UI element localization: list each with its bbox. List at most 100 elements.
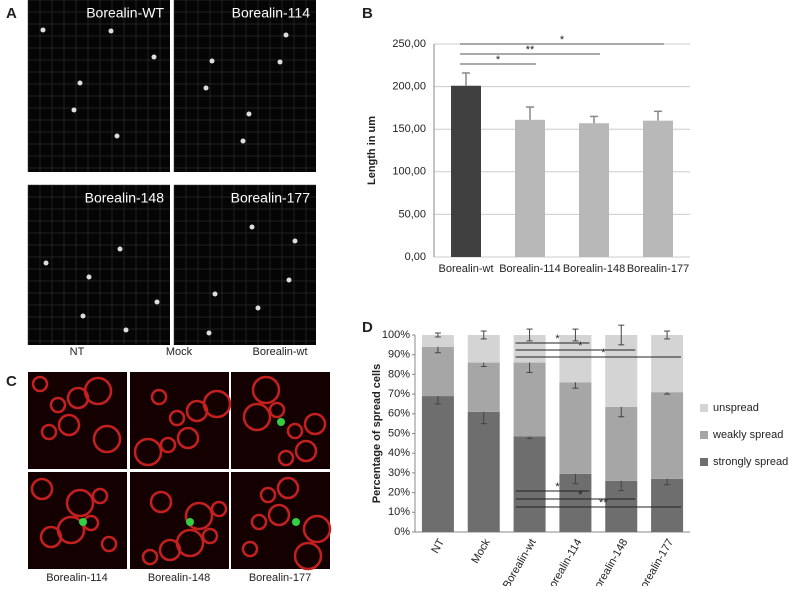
y-tick-label: 0,00 [405, 251, 426, 263]
cell [286, 277, 292, 283]
x-tick-label: Borealin-wt [501, 537, 539, 586]
y-tick-label: 60% [388, 408, 410, 420]
y-tick-label: 80% [388, 368, 410, 380]
y-axis-label: Percentage of spread cells [371, 364, 383, 503]
bar [451, 85, 481, 257]
cell [57, 413, 81, 437]
cell [92, 424, 122, 454]
cell [31, 375, 49, 393]
x-tick-label: NT [429, 537, 447, 556]
cell [133, 437, 163, 467]
image-label: Mock [166, 346, 193, 358]
cell [117, 246, 123, 252]
cell [209, 58, 215, 64]
nucleus [79, 518, 87, 526]
x-tick-label: Mock [469, 537, 493, 566]
cell [39, 525, 63, 549]
y-tick-label: 0% [394, 526, 410, 538]
micrograph [28, 472, 127, 569]
x-tick-label: Borealin-114 [499, 263, 561, 275]
legend-swatch [700, 458, 708, 466]
image-label: Borealin-177 [231, 190, 311, 206]
micrograph [174, 185, 316, 345]
y-tick-label: 50% [388, 427, 410, 439]
bar-segment [605, 335, 638, 407]
micrograph [231, 472, 330, 569]
cell [176, 426, 200, 450]
cell [249, 224, 255, 230]
significance-label: * [578, 489, 583, 501]
bar-segment [467, 362, 500, 412]
cell [77, 80, 83, 86]
y-tick-label: 20% [388, 487, 410, 499]
bar-segment [559, 382, 592, 474]
cell [294, 439, 318, 463]
bar [515, 119, 545, 257]
cell [201, 527, 219, 545]
legend-swatch [700, 431, 708, 439]
cell [40, 423, 58, 441]
significance-label: * [578, 340, 583, 352]
cell [154, 299, 160, 305]
significance-label: * [496, 54, 501, 66]
cell [49, 396, 67, 414]
y-tick-label: 150,00 [392, 123, 426, 135]
bar-segment [513, 436, 546, 532]
micrograph [28, 0, 170, 172]
x-tick-label: Borealin-177 [635, 537, 677, 586]
y-tick-label: 250,00 [392, 38, 426, 50]
panel-letter: B [362, 5, 373, 22]
cell [151, 54, 157, 60]
bar-segment [421, 335, 454, 347]
bar-segment [467, 335, 500, 363]
x-tick-label: Borealin-177 [627, 263, 689, 275]
legend-label: weakly spread [712, 429, 783, 441]
image-label: Borealin-148 [85, 190, 165, 206]
cell [212, 291, 218, 297]
bar-segment [651, 335, 684, 393]
significance-label: * [555, 481, 560, 493]
image-label: Borealin-177 [249, 572, 311, 584]
cell [277, 59, 283, 65]
image-label: NT [70, 346, 85, 358]
micrograph [130, 372, 229, 469]
cell [267, 503, 291, 527]
cell [150, 388, 168, 406]
cell [293, 541, 323, 571]
legend-label: unspread [713, 402, 759, 414]
micrograph [174, 0, 316, 172]
cell [168, 409, 186, 427]
panel-letter: C [6, 373, 17, 390]
y-axis-label: Length in um [366, 116, 378, 185]
cell [210, 500, 228, 518]
cell [114, 133, 120, 139]
cell [159, 436, 177, 454]
significance-label: * [601, 347, 606, 359]
significance-label: ** [599, 497, 608, 509]
cell [149, 490, 173, 514]
bar-segment [559, 335, 592, 383]
bar [579, 123, 609, 258]
image-label: Borealin-114 [46, 572, 108, 584]
nucleus [292, 518, 300, 526]
bar-segment [421, 346, 454, 397]
cell [66, 386, 90, 410]
cell [255, 305, 261, 311]
cell [242, 402, 272, 432]
cell [71, 107, 77, 113]
image-label: Borealin-wt [252, 346, 307, 358]
cell [303, 412, 327, 436]
cell [158, 538, 182, 562]
cell [80, 313, 86, 319]
cell [276, 476, 300, 500]
cell [251, 375, 281, 405]
bar-segment [651, 392, 684, 479]
cell [241, 540, 259, 558]
cell [40, 27, 46, 33]
bar-segment [467, 411, 500, 532]
cell [250, 513, 268, 531]
nucleus [277, 418, 285, 426]
cell [302, 514, 332, 544]
bar [643, 120, 673, 258]
y-tick-label: 100% [382, 329, 410, 341]
